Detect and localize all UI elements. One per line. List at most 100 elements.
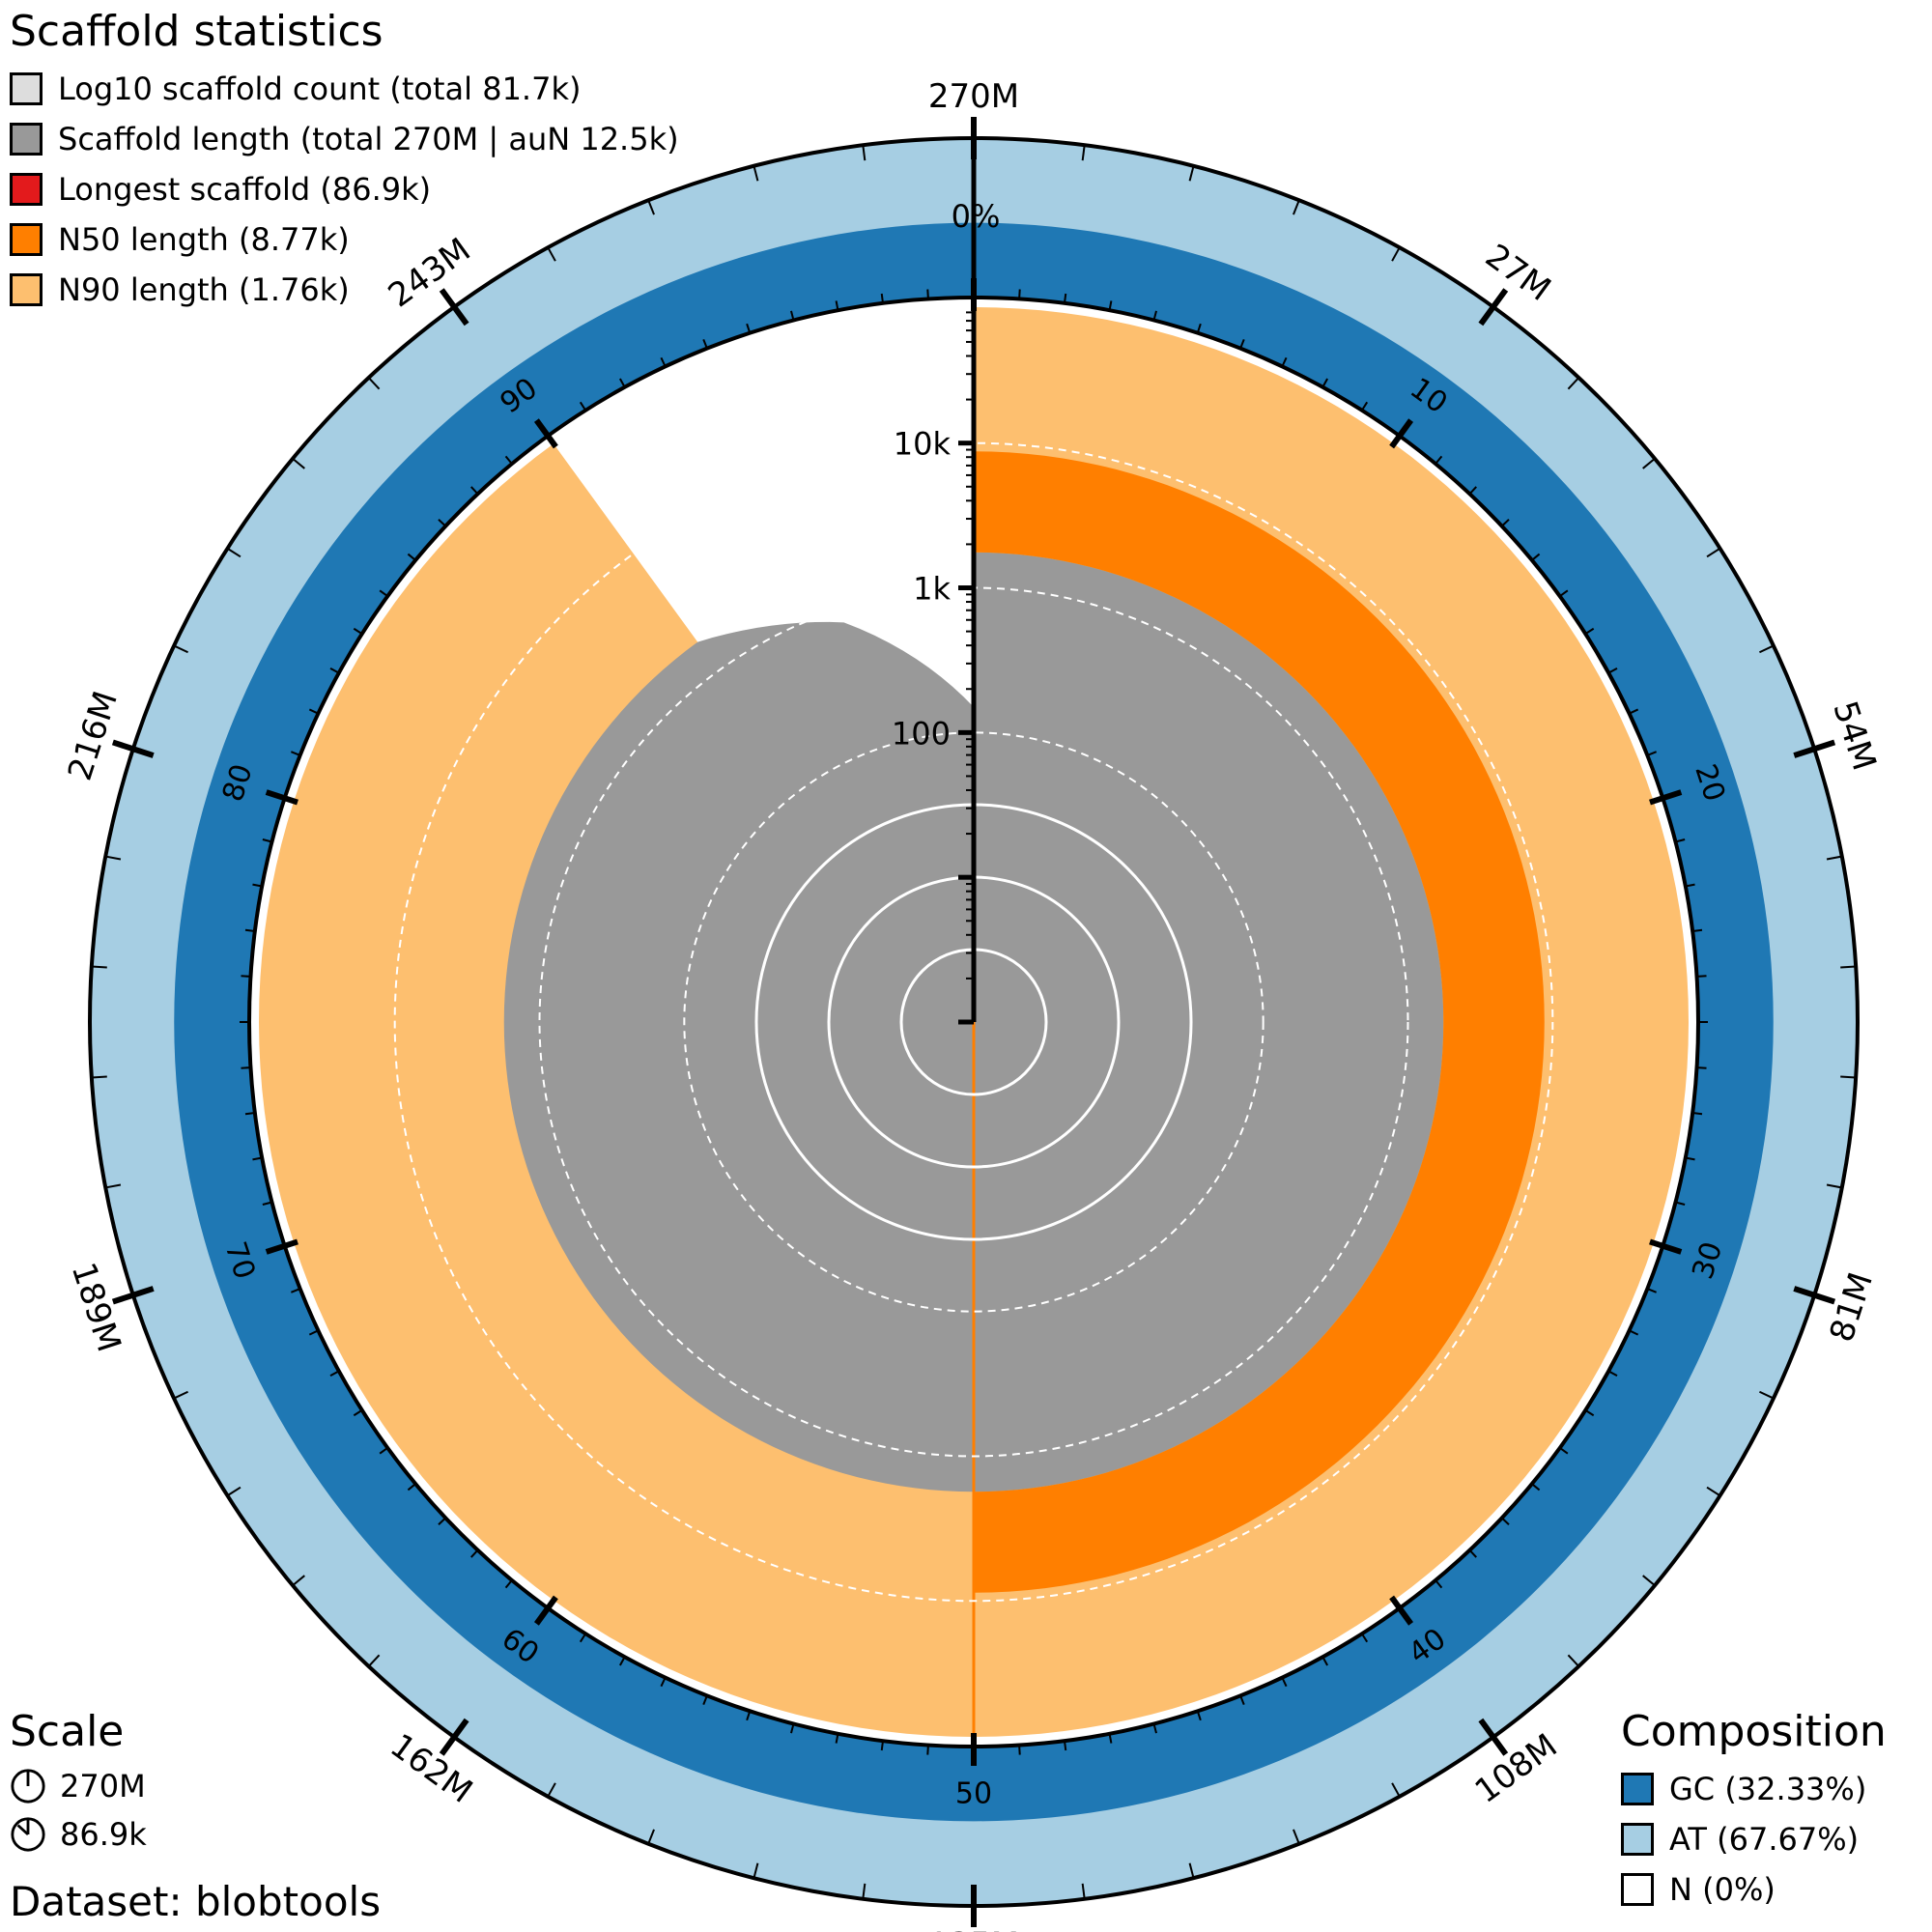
outer-tick-21 — [1391, 1782, 1401, 1798]
inner-tick-38 — [1468, 1549, 1477, 1558]
legend-item-length: Scaffold length (total 270M | auN 12.5k) — [10, 122, 679, 156]
inner-tick-82 — [308, 708, 319, 715]
outer-tick-out-10 — [1813, 739, 1836, 753]
composition-legend: Composition GC (32.33%) AT (67.67%) N (0… — [1621, 1708, 1887, 1907]
outer-tick-19 — [1567, 1654, 1580, 1667]
legend-label-length: Scaffold length (total 270M | auN 12.5k) — [58, 121, 679, 157]
inner-tick-10 — [1389, 418, 1414, 449]
outer-tick-34 — [173, 1390, 188, 1400]
scale-panel: Scale 270M 86.9k — [10, 1708, 147, 1853]
outer-tick-45 — [451, 304, 469, 327]
inner-tick-56 — [702, 1694, 708, 1705]
outer-tick-4 — [1391, 246, 1401, 262]
inner-tick-89 — [504, 455, 513, 465]
outer-tick-label-2: 54M — [1825, 696, 1883, 775]
inner-tick-17 — [1607, 667, 1618, 674]
legend-swatch-longest — [10, 173, 43, 206]
outer-tick-out-20 — [1491, 1735, 1509, 1756]
inner-tick-14 — [1531, 553, 1541, 561]
radius-scale-icon — [11, 1817, 45, 1852]
composition-item-n: N (0%) — [1621, 1872, 1887, 1907]
outer-tick-8 — [1706, 547, 1721, 558]
outer-tick-47 — [647, 199, 655, 215]
outer-tick-35 — [131, 1286, 155, 1298]
inner-tick-96 — [790, 310, 795, 321]
outer-tick-36 — [105, 1183, 122, 1189]
legend-label-n50: N50 length (8.77k) — [58, 221, 350, 258]
inner-tick-29 — [1675, 1201, 1686, 1206]
inner-tick-18 — [1629, 708, 1639, 715]
inner-tick-70 — [265, 1238, 298, 1255]
outer-tick-32 — [292, 1575, 305, 1587]
inner-tick-22 — [1685, 883, 1695, 888]
outer-tick-38 — [91, 965, 107, 969]
inner-tick-20 — [1649, 789, 1683, 806]
inner-tick-36 — [1531, 1483, 1541, 1492]
outer-tick-label-1: 27M — [1478, 237, 1557, 309]
scale-total-label: 270M — [60, 1768, 146, 1804]
inner-tick-86 — [407, 553, 416, 561]
outer-tick-46 — [547, 246, 556, 262]
guide-circle-0 — [683, 731, 1264, 1313]
inner-tick-99 — [926, 289, 929, 299]
inner-tick-27 — [1691, 1112, 1703, 1116]
outer-tick-3 — [1293, 199, 1300, 215]
legend-title: Scaffold statistics — [10, 7, 384, 56]
inner-tick-98 — [880, 293, 884, 304]
inner-tick-55 — [746, 1710, 752, 1721]
inner-tick-46 — [1152, 1723, 1157, 1734]
guide-circle-2 — [393, 441, 1554, 1603]
inner-tick-84 — [353, 627, 363, 635]
inner-tick-90 — [533, 418, 558, 449]
inner-tick-7 — [1281, 356, 1288, 367]
inner-tick-74 — [241, 1066, 251, 1069]
inner-tick-12 — [1468, 486, 1477, 495]
inner-tick-32 — [1629, 1329, 1639, 1336]
outer-tick-15 — [1793, 1286, 1816, 1298]
legend-item-n90: N90 length (1.76k) — [10, 272, 679, 307]
outer-tick-27 — [753, 1862, 759, 1879]
inner-tick-39 — [1435, 1579, 1443, 1589]
inner-tick-51 — [926, 1745, 929, 1755]
dataset-label: Dataset: blobtools — [10, 1878, 381, 1925]
inner-tick-65 — [379, 1447, 388, 1455]
outer-tick-48 — [753, 165, 759, 182]
n50-area — [974, 451, 1545, 1593]
inner-tick-23 — [1691, 928, 1703, 932]
inner-tick-91 — [579, 401, 586, 412]
outer-tick-31 — [367, 1654, 381, 1667]
outer-tick-28 — [647, 1829, 655, 1845]
inner-tick-11 — [1435, 455, 1443, 465]
axes — [88, 117, 1860, 1927]
legend-item-count: Log10 scaffold count (total 81.7k) — [10, 71, 679, 106]
inner-tick-31 — [1646, 1288, 1657, 1293]
inner-tick-13 — [1501, 519, 1510, 527]
inner-tick-43 — [1281, 1677, 1288, 1688]
outer-tick-43 — [292, 457, 305, 469]
outer-tick-1 — [1081, 145, 1086, 161]
scale-longest-label: 86.9k — [60, 1816, 147, 1853]
inner-tick-30 — [1649, 1238, 1683, 1255]
outer-tick-33 — [226, 1486, 242, 1497]
legend-label-count: Log10 scaffold count (total 81.7k) — [58, 71, 582, 107]
n50-region — [972, 451, 1545, 1737]
inner-tick-34 — [1584, 1409, 1595, 1417]
inner-tick-72 — [252, 1156, 263, 1161]
outer-tick-23 — [1188, 1862, 1195, 1879]
legend-swatch-length — [10, 123, 43, 156]
outer-tick-12 — [1840, 965, 1857, 969]
inner-tick-9 — [1361, 401, 1369, 412]
outer-tick-2 — [1188, 165, 1195, 182]
legend-swatch-n50 — [10, 223, 43, 256]
scale-title: Scale — [10, 1707, 125, 1756]
at-swatch — [1621, 1823, 1654, 1856]
inner-tick-58 — [618, 1656, 626, 1666]
inner-tick-24 — [1696, 975, 1707, 978]
radial-label-2: 10k — [894, 426, 952, 463]
inner-tick-81 — [291, 751, 301, 756]
inner-tick-79 — [262, 838, 272, 843]
outer-tick-label-0: 270M — [928, 77, 1019, 116]
inner-tick-15 — [1559, 589, 1569, 597]
outer-tick-label-7: 189M — [64, 1258, 128, 1356]
